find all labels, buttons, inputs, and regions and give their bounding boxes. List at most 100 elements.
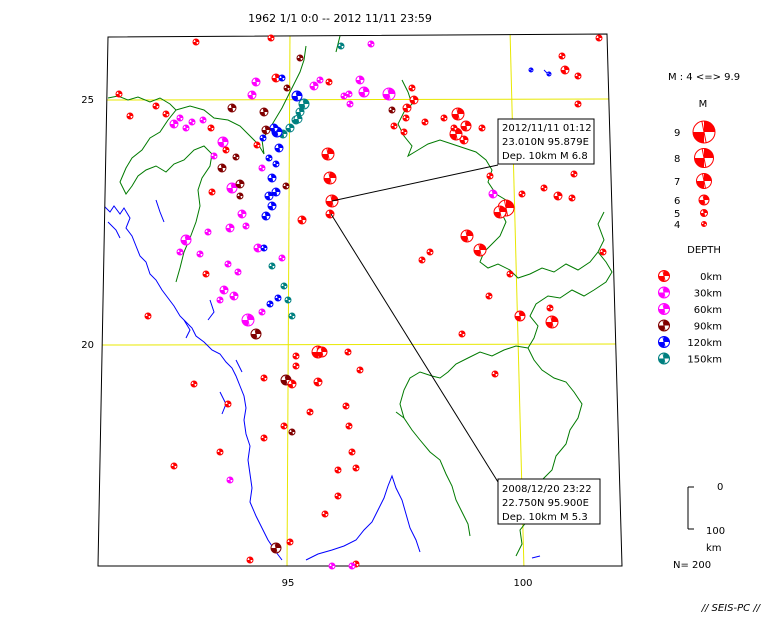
event-55 [309, 81, 319, 91]
latitude-line-25 [99, 98, 613, 101]
event-89 [323, 171, 337, 185]
event-87 [570, 170, 578, 178]
event-153 [348, 562, 356, 570]
event-109 [226, 182, 238, 194]
event-148 [334, 466, 342, 474]
event-63 [382, 87, 396, 101]
event-151 [328, 562, 336, 570]
event-60 [346, 100, 354, 108]
event-52 [267, 201, 277, 211]
event-159 [170, 462, 178, 470]
event-156 [286, 538, 294, 546]
event-24 [210, 152, 218, 160]
event-102 [546, 304, 554, 312]
depth-symbol-0km [658, 270, 670, 282]
callout-1-datetime: 2012/11/11 01:12 [502, 123, 592, 134]
event-101 [458, 330, 466, 338]
event-2 [267, 34, 275, 42]
depth-symbol-30km [658, 286, 670, 299]
scale-unit-label: km [706, 543, 722, 554]
event-120 [280, 282, 288, 290]
event-162 [280, 422, 288, 430]
event-92 [460, 229, 474, 243]
event-149 [334, 492, 342, 500]
event-71 [421, 118, 429, 126]
event-155 [270, 542, 282, 554]
map-title: 1962 1/1 0:0 -- 2012 11/11 23:59 [248, 12, 432, 25]
event-5 [296, 54, 304, 62]
event-74 [460, 120, 472, 132]
event-50 [271, 187, 281, 197]
event-61 [355, 75, 365, 85]
event-46 [261, 125, 271, 135]
event-35 [271, 73, 281, 83]
event-54 [293, 114, 303, 124]
lat-label-20: 20 [81, 340, 94, 351]
coastline [103, 69, 549, 561]
event-114 [225, 223, 235, 233]
scale-bottom-label: 100 [706, 526, 725, 537]
event-110 [235, 179, 245, 189]
event-111 [217, 163, 227, 173]
event-25 [222, 146, 230, 154]
event-27 [253, 141, 261, 149]
event-127 [250, 328, 262, 340]
event-count: N= 200 [673, 560, 711, 571]
legend-mag-title: M [699, 99, 708, 110]
event-16 [162, 110, 170, 118]
event-129 [219, 285, 229, 295]
event-17 [169, 119, 179, 129]
event-51 [264, 191, 274, 201]
event-112 [236, 192, 244, 200]
event-59 [345, 90, 353, 98]
event-166 [344, 348, 352, 356]
event-13 [115, 90, 123, 98]
lon-label-100: 100 [513, 578, 532, 589]
event-14 [126, 112, 134, 120]
event-147 [352, 464, 360, 472]
mag-label-7: 7 [674, 177, 680, 188]
event-67 [408, 84, 416, 92]
event-6 [595, 34, 603, 42]
event-145 [345, 422, 353, 430]
mag-symbol-6 [698, 194, 710, 206]
event-68 [390, 122, 398, 130]
event-47 [259, 134, 267, 142]
mag-label-8: 8 [674, 154, 680, 165]
event-142 [260, 374, 268, 382]
event-131 [224, 260, 232, 268]
event-69 [400, 128, 408, 136]
depth-label-30km: 30km [694, 289, 722, 300]
event-123 [284, 296, 292, 304]
event-19 [188, 118, 196, 126]
lat-label-25: 25 [81, 95, 94, 106]
event-9 [574, 72, 582, 80]
event-73 [451, 107, 465, 121]
event-150 [321, 510, 329, 518]
event-154 [246, 556, 254, 564]
event-48 [274, 143, 284, 153]
event-21 [199, 116, 207, 124]
event-49 [267, 173, 277, 183]
event-10 [574, 100, 582, 108]
event-125 [258, 308, 266, 316]
event-88 [321, 147, 335, 161]
event-119 [278, 254, 286, 262]
event-122 [266, 300, 274, 308]
event-77 [450, 124, 458, 132]
event-113 [208, 188, 216, 196]
event-20 [182, 124, 190, 132]
event-124 [288, 312, 296, 320]
event-141 [287, 379, 297, 389]
event-105 [196, 250, 204, 258]
callout-1-depth-mag: Dep. 10km M 6.8 [502, 151, 588, 162]
event-136 [316, 346, 328, 358]
event-84 [553, 191, 563, 201]
event-165 [297, 215, 307, 225]
event-115 [242, 222, 250, 230]
event-30 [272, 160, 280, 168]
event-8 [560, 65, 570, 75]
event-80 [488, 189, 498, 199]
event-100 [545, 315, 559, 329]
